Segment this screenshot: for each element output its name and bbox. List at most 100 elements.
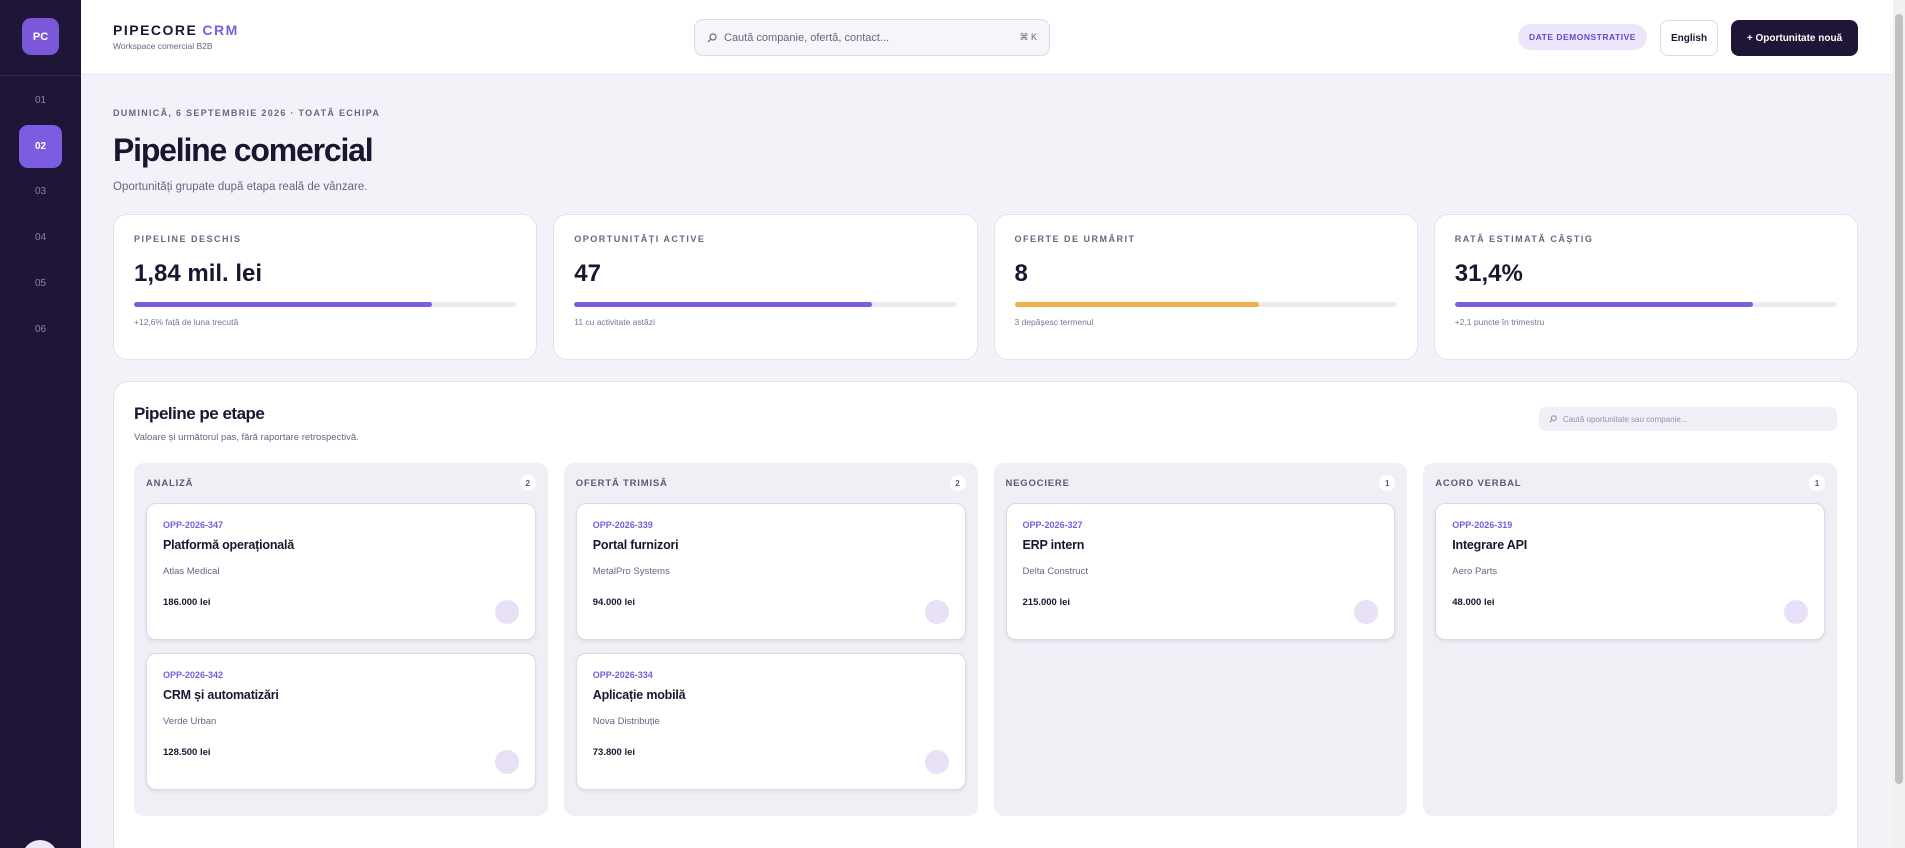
kpi-label: OPORTUNITĂȚI ACTIVE (574, 234, 706, 244)
nav-item[interactable]: 05 (34, 277, 47, 289)
content: DUMINICĂ, 6 SEPTEMBRIE 2026 · TOATĂ ECHI… (81, 108, 1893, 848)
column-name: ACORD VERBAL (1435, 477, 1522, 489)
sidebar: PC 01 02 03 04 05 06 (0, 0, 81, 848)
column-name: ANALIZĂ (146, 477, 194, 489)
stage-column: ANALIZĂ 2 OPP-2026-347 Platformă operaționa… (134, 463, 548, 816)
kpi-track (574, 302, 957, 307)
nav-item[interactable]: 06 (34, 323, 47, 335)
column-count: 2 (519, 475, 536, 491)
kpi-value: 1,84 mil. lei (134, 260, 263, 287)
opportunity-id: OPP-2026-347 (163, 520, 224, 530)
owner-avatar (924, 750, 949, 774)
nav-item[interactable]: 01 (34, 95, 47, 106)
kpi-label: PIPELINE DESCHIS (134, 234, 242, 244)
opportunity-id: OPP-2026-319 (1452, 520, 1513, 530)
kpi-note: 3 depășesc termenul (1014, 317, 1094, 327)
opportunity-id: OPP-2026-342 (163, 670, 224, 680)
opportunity-company: MetalPro Systems (592, 566, 670, 577)
brand-accent: CRM (202, 22, 239, 38)
kpi-note: +2,1 puncte în trimestru (1454, 317, 1545, 327)
filter-icon (1549, 415, 1557, 423)
opportunity-value: 128.500 lei (163, 747, 211, 758)
nav-item[interactable]: 03 (34, 186, 47, 198)
opportunity-company: Nova Distribuție (592, 716, 660, 727)
opportunity-card[interactable]: OPP-2026-339 Portal furnizori MetalPro Sys… (575, 503, 966, 640)
opportunity-value: 73.800 lei (592, 747, 636, 758)
opportunity-id: OPP-2026-334 (592, 670, 653, 680)
owner-avatar (494, 750, 519, 774)
kpi-note: 11 cu activitate astăzi (574, 317, 655, 327)
opportunity-value: 215.000 lei (1022, 597, 1071, 608)
column-header: OFERTĂ TRIMISĂ 2 (576, 475, 966, 491)
kpi-label: RATĂ ESTIMATĂ CÂȘTIG (1454, 234, 1594, 244)
stage-column: OFERTĂ TRIMISĂ 2 OPP-2026-339 Portal furniz… (563, 463, 978, 816)
kpi-label: OFERTE DE URMĂRIT (1014, 234, 1136, 244)
opportunity-company: Delta Construct (1022, 566, 1088, 577)
logo[interactable]: PC (22, 18, 59, 55)
new-opportunity-button[interactable]: + Oportunitate nouă (1731, 20, 1858, 56)
kpi-track (1454, 302, 1837, 307)
brand-tagline: Workspace comercial B2B (113, 41, 213, 51)
column-count: 1 (1809, 475, 1825, 491)
topbar: PIPECORE CRM Workspace comercial B2B Caut… (81, 0, 1893, 75)
demo-badge: DATE DEMONSTRATIVE (1518, 24, 1647, 50)
column-header: ANALIZĂ 2 (146, 475, 536, 491)
filter-placeholder: Caută oportunitate sau companie... (1563, 414, 1688, 424)
opportunity-card[interactable]: OPP-2026-334 Aplicație mobilă Nova Distrib… (575, 653, 966, 790)
kpi-row: PIPELINE DESCHIS 1,84 mil. lei +12,6% față… (113, 214, 1858, 360)
kpi-progress (574, 302, 873, 307)
columns: ANALIZĂ 2 OPP-2026-347 Platformă operaționa… (134, 463, 1837, 816)
opportunity-company: Aero Parts (1452, 566, 1498, 577)
nav-item[interactable]: 02 (19, 124, 62, 168)
brand-name-text: PIPECORE (113, 22, 198, 38)
opportunity-value: 186.000 lei (163, 597, 211, 608)
owner-avatar (924, 600, 949, 624)
kpi-progress (1454, 302, 1753, 307)
stage-column: NEGOCIERE 1 OPP-2026-327 ERP intern Delta Co… (993, 463, 1408, 816)
board-subtitle: Valoare și următorul pas, fără raportare… (134, 432, 359, 443)
board-filter[interactable]: Caută oportunitate sau companie... (1539, 407, 1837, 431)
column-name: NEGOCIERE (1005, 477, 1070, 489)
divider (0, 75, 81, 76)
kpi-progress (1014, 302, 1260, 307)
opportunity-card[interactable]: OPP-2026-319 Integrare API Aero Parts 48.00… (1435, 503, 1825, 640)
owner-avatar (1354, 600, 1379, 624)
stage-column: ACORD VERBAL 1 OPP-2026-319 Integrare API Ae… (1423, 463, 1837, 816)
opportunity-company: Verde Urban (163, 716, 217, 727)
scrollbar-thumb[interactable] (1895, 14, 1903, 784)
kpi-value: 31,4% (1454, 260, 1523, 287)
search-placeholder: Caută companie, ofertă, contact... (724, 31, 890, 44)
main: PIPECORE CRM Workspace comercial B2B Caut… (81, 0, 1893, 848)
column-header: ACORD VERBAL 1 (1435, 475, 1825, 491)
language-button[interactable]: English (1660, 20, 1718, 56)
opportunity-title: CRM și automatizări (163, 688, 279, 702)
brand-name: PIPECORE CRM (113, 22, 239, 38)
kpi-card: OPORTUNITĂȚI ACTIVE 47 11 cu activitate as… (553, 214, 978, 360)
brand: PIPECORE CRM Workspace comercial B2B (113, 22, 239, 51)
opportunity-company: Atlas Medical (163, 566, 220, 577)
user-avatar[interactable] (22, 840, 58, 848)
kpi-card: RATĂ ESTIMATĂ CÂȘTIG 31,4% +2,1 puncte în … (1433, 214, 1858, 360)
search-box[interactable]: Caută companie, ofertă, contact... ⌘ K (694, 19, 1050, 56)
opportunity-title: Aplicație mobilă (592, 688, 686, 702)
opportunity-value: 48.000 lei (1452, 597, 1495, 608)
opportunity-title: Portal furnizori (592, 538, 679, 552)
search-icon (707, 32, 717, 42)
column-count: 1 (1379, 475, 1396, 491)
nav-item[interactable]: 04 (34, 232, 47, 244)
opportunity-id: OPP-2026-339 (592, 520, 653, 530)
opportunity-card[interactable]: OPP-2026-347 Platformă operațională Atlas … (146, 503, 536, 640)
opportunity-card[interactable]: OPP-2026-342 CRM și automatizări Verde Urb… (146, 653, 536, 790)
owner-avatar (494, 600, 519, 624)
kpi-card: PIPELINE DESCHIS 1,84 mil. lei +12,6% față… (113, 214, 538, 360)
owner-avatar (1784, 600, 1808, 624)
kpi-value: 47 (574, 260, 601, 287)
opportunity-card[interactable]: OPP-2026-327 ERP intern Delta Construct 215… (1005, 503, 1396, 640)
kpi-card: OFERTE DE URMĂRIT 8 3 depășesc termenul (993, 214, 1418, 360)
scrollbar[interactable] (1893, 0, 1905, 848)
kpi-note: +12,6% față de luna trecută (134, 317, 239, 327)
page-title: Pipeline comercial (113, 132, 374, 168)
kpi-track (1014, 302, 1397, 307)
